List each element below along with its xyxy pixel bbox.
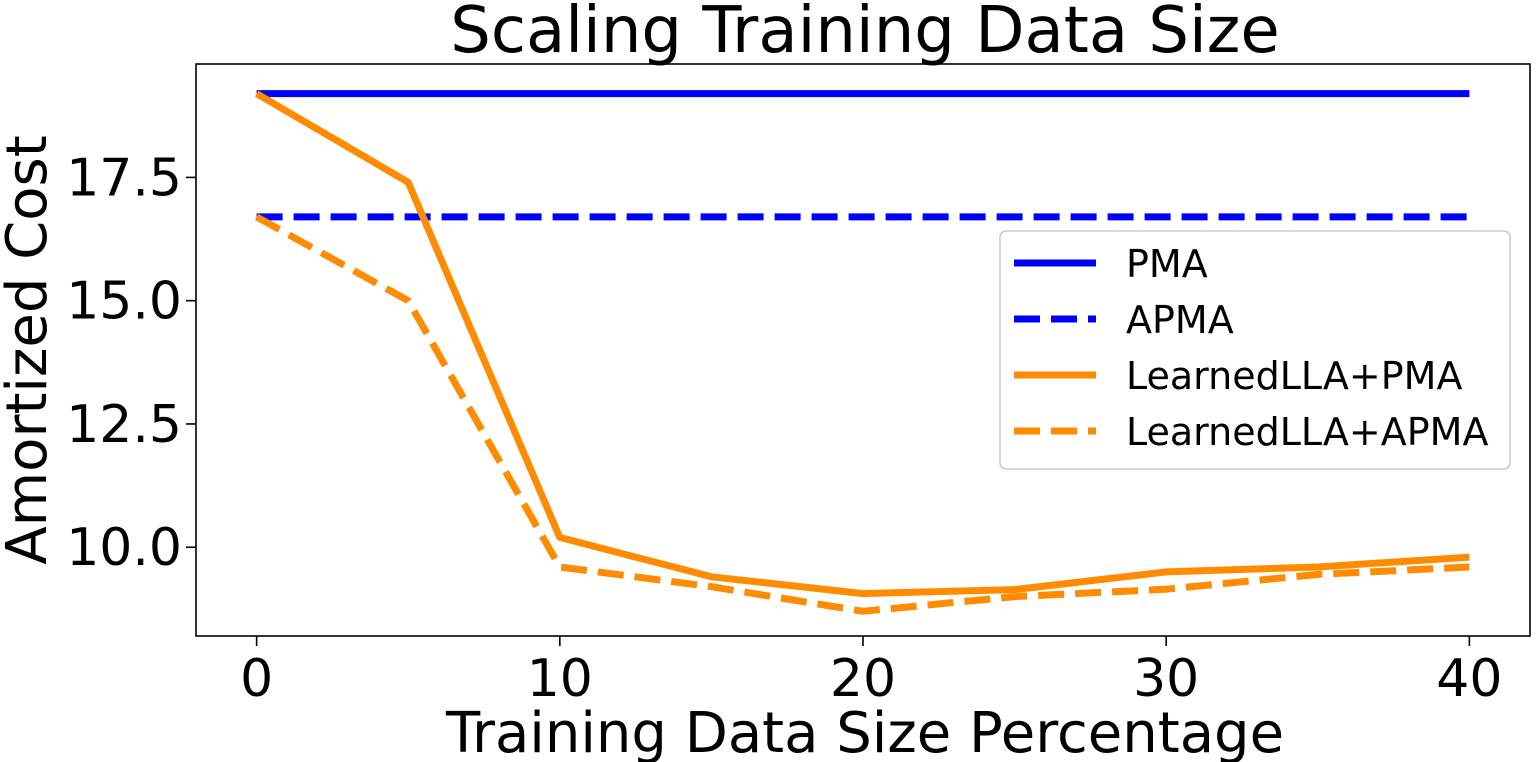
x-tick-label: 30 — [1133, 649, 1199, 709]
x-tick-label: 0 — [240, 649, 273, 709]
y-tick-label: 17.5 — [66, 148, 182, 208]
y-tick-label: 15.0 — [66, 272, 182, 332]
series-line-learnedlla-apma — [254, 213, 1470, 615]
x-tick-label: 10 — [527, 649, 593, 709]
y-axis-ticks: 10.0 12.5 15.0 17.5 — [66, 148, 196, 578]
x-tick-label: 20 — [830, 649, 896, 709]
legend-label: PMA — [1126, 242, 1208, 286]
legend-label: APMA — [1126, 298, 1234, 342]
y-axis-label: Amortized Cost — [0, 135, 60, 564]
y-tick-label: 12.5 — [66, 395, 182, 455]
legend-box — [999, 230, 1511, 470]
y-tick-label: 10.0 — [66, 518, 182, 578]
legend: PMA APMA LearnedLLA+PMA LearnedLLA+APMA — [999, 230, 1511, 470]
chart-title: Scaling Training Data Size — [450, 0, 1280, 68]
x-axis-ticks: 0 10 20 30 40 — [240, 636, 1502, 709]
legend-label: LearnedLLA+PMA — [1126, 354, 1462, 398]
x-tick-label: 40 — [1436, 649, 1502, 709]
series-layer — [254, 90, 1470, 615]
series-line-learnedlla-pma — [254, 90, 1470, 598]
x-axis-label: Training Data Size Percentage — [445, 701, 1284, 762]
legend-label: LearnedLLA+APMA — [1126, 410, 1488, 454]
